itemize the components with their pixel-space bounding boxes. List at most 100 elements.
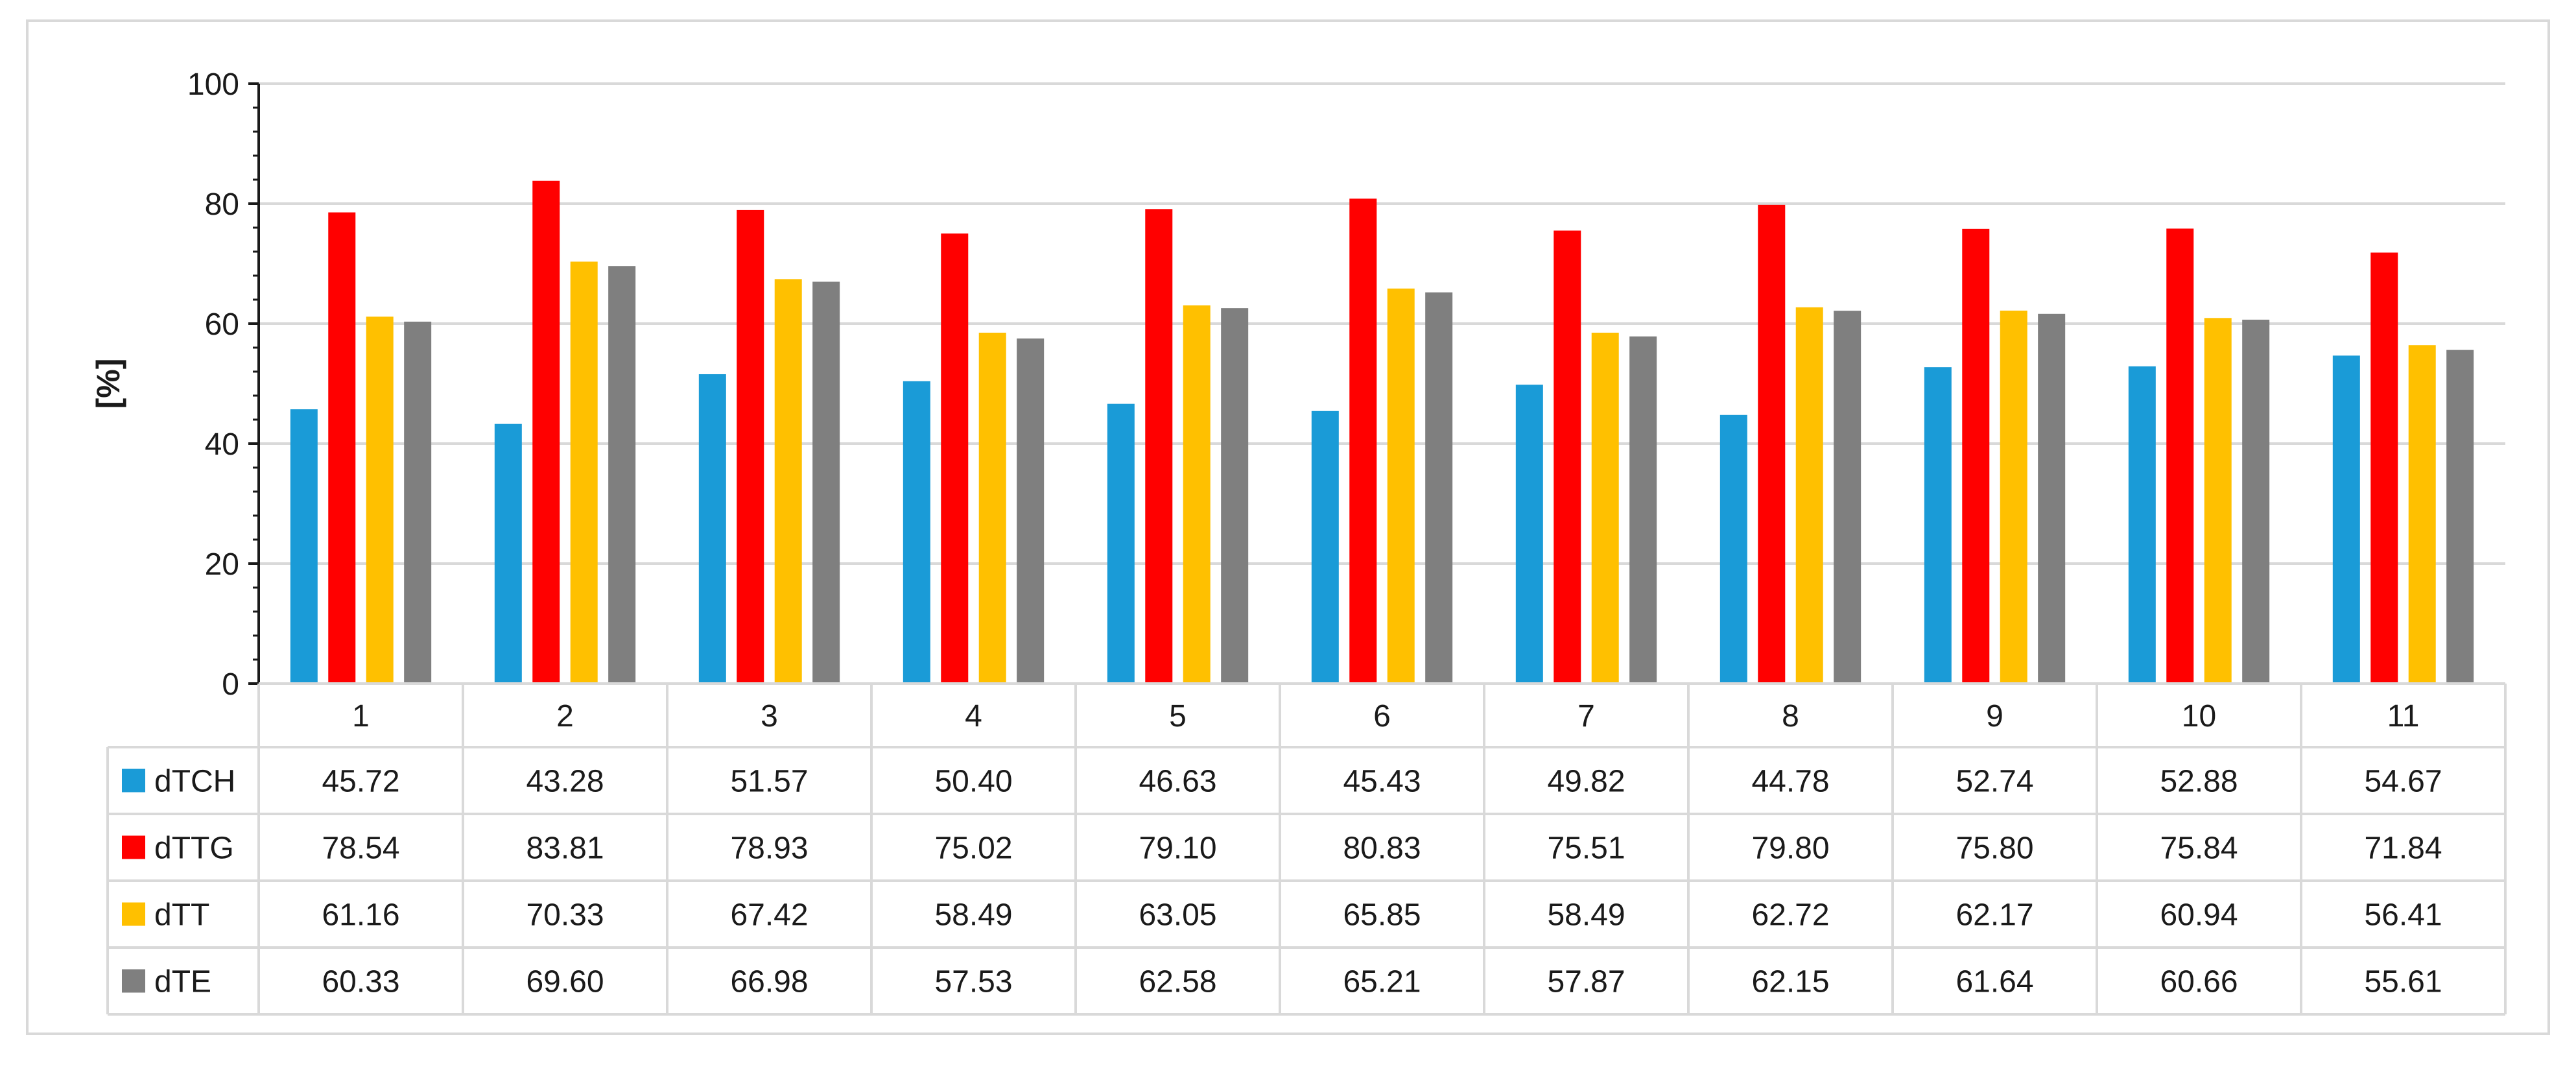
data-label-dTCH-4: 50.40: [934, 765, 1012, 799]
y-tick-label-20: 20: [205, 547, 239, 582]
bar-dTE-9: [2038, 313, 2066, 684]
bar-dTTG-9: [1962, 228, 1990, 684]
bar-dTTG-7: [1554, 230, 1581, 684]
bar-dTTG-3: [737, 209, 764, 684]
bar-dTCH-7: [1515, 385, 1543, 684]
bar-dTTG-5: [1145, 209, 1173, 684]
bar-dTT-9: [2000, 310, 2027, 684]
data-label-dTE-9: 61.64: [1956, 965, 2033, 999]
data-label-dTE-4: 57.53: [934, 965, 1012, 999]
bar-dTT-2: [570, 261, 598, 684]
legend-key-dTCH: [122, 769, 145, 793]
data-label-dTE-1: 60.33: [322, 965, 399, 999]
category-label-1: 1: [352, 699, 370, 734]
bar-dTCH-5: [1107, 403, 1135, 684]
bar-dTTG-1: [328, 212, 356, 684]
data-label-dTTG-10: 75.84: [2160, 831, 2238, 866]
data-label-dTTG-3: 78.93: [730, 831, 808, 866]
data-label-dTE-7: 57.87: [1547, 965, 1625, 999]
data-label-dTCH-8: 44.78: [1751, 765, 1829, 799]
data-label-dTTG-8: 79.80: [1751, 831, 1829, 866]
bar-dTTG-11: [2370, 252, 2398, 684]
bar-dTTG-6: [1349, 198, 1377, 684]
bar-dTTG-2: [532, 180, 560, 684]
y-tick-label-80: 80: [205, 187, 239, 222]
legend-key-dTE: [122, 969, 145, 993]
bar-dTE-5: [1221, 308, 1249, 684]
bar-dTCH-4: [903, 381, 930, 684]
y-axis-title: [%]: [90, 359, 126, 409]
legend-key-dTTG: [122, 835, 145, 859]
bar-dTCH-1: [290, 409, 318, 684]
chart-frame: 0 20 40 60 80 100 [%] 1 2 3 4 5 6 7 8 9 10 11 dTCH 45.72 43.…: [26, 19, 2550, 1035]
data-label-dTT-11: 56.41: [2364, 898, 2442, 933]
bar-dTE-7: [1629, 336, 1657, 684]
data-label-dTT-5: 63.05: [1139, 898, 1216, 933]
bar-chart: 0 20 40 60 80 100 [%] 1 2 3 4 5 6 7 8 9 10 11 dTCH 45.72 43.…: [90, 67, 2507, 1016]
data-label-dTTG-5: 79.10: [1139, 831, 1216, 866]
bar-dTCH-8: [1719, 414, 1747, 684]
data-label-dTTG-7: 75.51: [1547, 831, 1625, 866]
data-label-dTE-5: 62.58: [1139, 965, 1216, 999]
category-label-3: 3: [761, 699, 778, 734]
bar-dTT-10: [2204, 318, 2232, 684]
data-label-dTT-9: 62.17: [1956, 898, 2033, 933]
legend-label-dTCH: dTCH: [154, 765, 235, 799]
data-label-dTTG-6: 80.83: [1343, 831, 1421, 866]
data-label-dTE-6: 65.21: [1343, 965, 1421, 999]
data-label-dTT-2: 70.33: [526, 898, 604, 933]
data-label-dTT-8: 62.72: [1751, 898, 1829, 933]
bar-dTCH-10: [2128, 366, 2156, 684]
category-label-9: 9: [1986, 699, 2003, 734]
bar-dTT-8: [1795, 307, 1823, 684]
data-label-dTCH-1: 45.72: [322, 765, 399, 799]
bar-dTCH-6: [1311, 411, 1339, 684]
y-tick-label-40: 40: [205, 427, 239, 462]
y-tick-label-0: 0: [222, 667, 239, 702]
bar-dTCH-9: [1924, 367, 1952, 684]
bar-dTTG-8: [1758, 204, 1786, 684]
bar-dTE-10: [2242, 319, 2270, 684]
data-label-dTT-1: 61.16: [322, 898, 399, 933]
legend-label-dTT: dTT: [154, 898, 209, 933]
category-label-5: 5: [1169, 699, 1187, 734]
bar-dTCH-2: [494, 424, 522, 684]
bar-dTT-11: [2408, 345, 2436, 684]
data-label-dTCH-2: 43.28: [526, 765, 604, 799]
bar-dTT-1: [366, 316, 394, 684]
category-label-10: 10: [2182, 699, 2216, 734]
bar-dTT-5: [1183, 305, 1211, 684]
data-label-dTT-7: 58.49: [1547, 898, 1625, 933]
bar-dTE-11: [2446, 350, 2474, 684]
data-label-dTTG-11: 71.84: [2364, 831, 2442, 866]
bar-dTT-3: [774, 279, 802, 684]
data-label-dTT-3: 67.42: [730, 898, 808, 933]
bar-dTE-4: [1017, 338, 1045, 684]
data-label-dTTG-4: 75.02: [934, 831, 1012, 866]
data-label-dTTG-1: 78.54: [322, 831, 399, 866]
data-label-dTT-4: 58.49: [934, 898, 1012, 933]
bar-dTT-7: [1591, 332, 1619, 684]
category-label-2: 2: [556, 699, 574, 734]
data-label-dTTG-9: 75.80: [1956, 831, 2033, 866]
data-label-dTCH-11: 54.67: [2364, 765, 2442, 799]
bar-dTE-2: [608, 266, 636, 684]
category-label-11: 11: [2387, 699, 2420, 734]
data-label-dTE-10: 60.66: [2160, 965, 2238, 999]
bar-dTE-1: [404, 321, 432, 684]
data-label-dTT-6: 65.85: [1343, 898, 1421, 933]
data-label-dTCH-5: 46.63: [1139, 765, 1216, 799]
data-label-dTCH-7: 49.82: [1547, 765, 1625, 799]
data-label-dTCH-3: 51.57: [730, 765, 808, 799]
category-label-6: 6: [1373, 699, 1391, 734]
category-label-7: 7: [1578, 699, 1595, 734]
bar-dTCH-3: [698, 374, 726, 684]
bar-dTTG-4: [941, 233, 969, 684]
data-label-dTCH-10: 52.88: [2160, 765, 2238, 799]
data-label-dTE-8: 62.15: [1751, 965, 1829, 999]
bar-dTE-8: [1834, 311, 1861, 684]
bar-dTTG-10: [2166, 228, 2194, 684]
y-tick-label-60: 60: [205, 307, 239, 342]
data-label-dTE-3: 66.98: [730, 965, 808, 999]
bar-dTCH-11: [2332, 355, 2360, 684]
